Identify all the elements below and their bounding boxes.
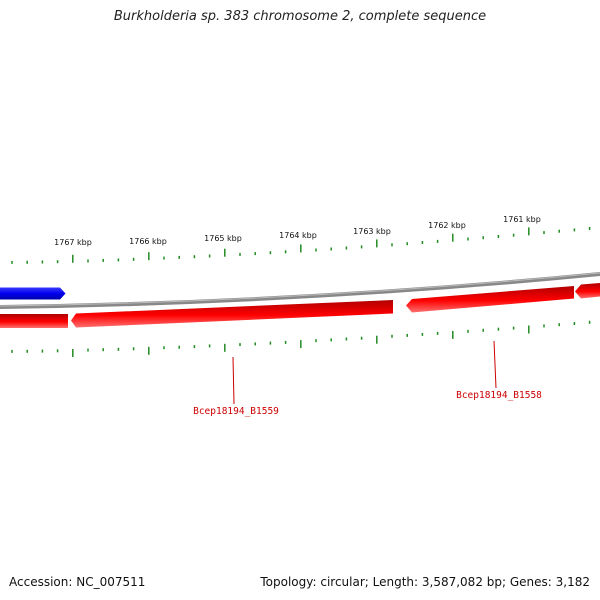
gene-label-leader bbox=[493, 340, 497, 389]
forward-gene-arrow[interactable] bbox=[0, 287, 66, 300]
inner-scale-ticks bbox=[11, 320, 591, 357]
genome-backbone bbox=[0, 272, 600, 309]
genome-backbone-highlight bbox=[0, 272, 600, 307]
gene-label[interactable]: Bcep18194_B1559 bbox=[193, 406, 279, 417]
accession-text: Accession: NC_007511 bbox=[9, 575, 146, 589]
summary-text: Topology: circular; Length: 3,587,082 bp… bbox=[260, 575, 590, 589]
gene-label-leader bbox=[232, 356, 235, 405]
scale-tick-label: 1761 kbp bbox=[503, 215, 541, 224]
gene-label[interactable]: Bcep18194_B1558 bbox=[456, 390, 542, 401]
scale-tick-labels: 1767 kbp 1766 kbp 1765 kbp 1764 kbp 1763 kbp… bbox=[54, 215, 541, 247]
reverse-gene-arrow[interactable] bbox=[406, 286, 574, 313]
reverse-gene-arrow[interactable] bbox=[575, 283, 600, 299]
reverse-gene-arrow[interactable] bbox=[0, 314, 68, 328]
scale-tick-label: 1764 kbp bbox=[279, 231, 317, 240]
scale-tick-label: 1766 kbp bbox=[129, 237, 167, 246]
scale-tick-label: 1767 kbp bbox=[54, 238, 92, 247]
scale-tick-label: 1765 kbp bbox=[204, 234, 242, 243]
map-title: Burkholderia sp. 383 chromosome 2, compl… bbox=[113, 9, 487, 24]
scale-tick-label: 1763 kbp bbox=[353, 227, 391, 236]
reverse-gene-arrow[interactable] bbox=[71, 300, 393, 328]
outer-scale-ticks bbox=[11, 227, 591, 264]
scale-tick-label: 1762 kbp bbox=[428, 221, 466, 230]
